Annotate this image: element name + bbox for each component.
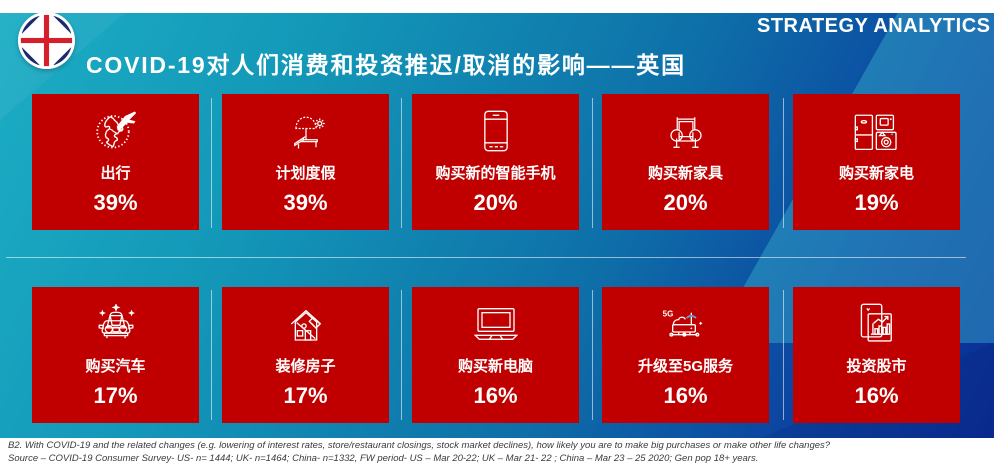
svg-text:5G: 5G bbox=[662, 310, 673, 319]
